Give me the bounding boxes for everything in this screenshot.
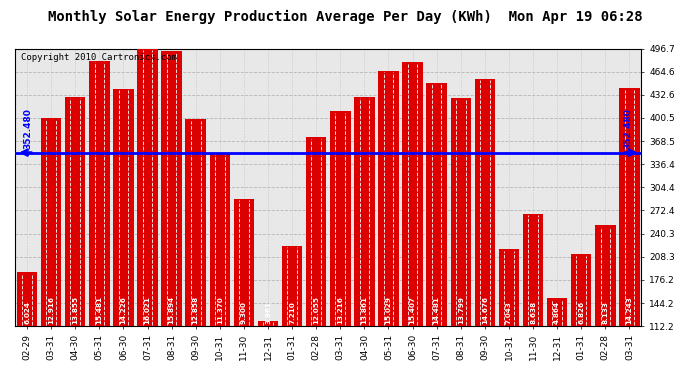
Bar <box>65 97 86 326</box>
Text: 11.370: 11.370 <box>217 296 223 324</box>
Text: 9.300: 9.300 <box>241 301 247 324</box>
Text: 13.861: 13.861 <box>362 296 367 324</box>
Bar <box>619 88 640 326</box>
Bar <box>523 214 543 326</box>
Text: 13.799: 13.799 <box>457 296 464 324</box>
Text: 14.226: 14.226 <box>121 296 126 324</box>
Bar <box>282 246 302 326</box>
Text: 352.480: 352.480 <box>624 108 633 149</box>
Text: 15.481: 15.481 <box>97 296 102 324</box>
Bar <box>475 79 495 326</box>
Text: 352.480: 352.480 <box>23 108 32 149</box>
Bar <box>354 97 375 326</box>
Text: 15.407: 15.407 <box>410 296 415 324</box>
Text: 8.638: 8.638 <box>530 301 536 324</box>
Bar <box>595 225 615 326</box>
Bar <box>210 153 230 326</box>
Bar <box>17 272 37 326</box>
Text: 3.861: 3.861 <box>265 301 271 324</box>
Text: Copyright 2010 Cartronics.com: Copyright 2010 Cartronics.com <box>21 53 177 62</box>
Bar <box>258 321 278 326</box>
Text: 14.676: 14.676 <box>482 296 488 324</box>
Text: 4.864: 4.864 <box>554 301 560 324</box>
Text: 12.916: 12.916 <box>48 296 54 324</box>
Bar <box>137 48 158 326</box>
Bar <box>451 98 471 326</box>
Bar <box>41 118 61 326</box>
Bar <box>186 119 206 326</box>
Bar <box>402 62 423 326</box>
Bar <box>89 61 110 326</box>
Text: Monthly Solar Energy Production Average Per Day (KWh)  Mon Apr 19 06:28: Monthly Solar Energy Production Average … <box>48 9 642 24</box>
Text: 12.858: 12.858 <box>193 296 199 324</box>
Bar <box>378 71 399 326</box>
Bar <box>499 249 519 326</box>
Bar <box>330 111 351 326</box>
Text: 13.216: 13.216 <box>337 296 344 324</box>
Bar <box>113 89 134 326</box>
Text: 7.210: 7.210 <box>289 301 295 324</box>
Text: 6.024: 6.024 <box>24 301 30 324</box>
Text: 16.021: 16.021 <box>144 296 150 324</box>
Bar <box>426 83 447 326</box>
Text: 7.043: 7.043 <box>506 301 512 324</box>
Text: 15.029: 15.029 <box>386 296 391 324</box>
Text: 12.055: 12.055 <box>313 296 319 324</box>
Text: 15.894: 15.894 <box>168 296 175 324</box>
Text: 14.481: 14.481 <box>434 296 440 324</box>
Text: 13.855: 13.855 <box>72 296 78 324</box>
Bar <box>234 199 254 326</box>
Text: 8.133: 8.133 <box>602 301 609 324</box>
Bar <box>571 254 591 326</box>
Text: 6.826: 6.826 <box>578 301 584 324</box>
Bar <box>306 137 326 326</box>
Bar <box>161 51 182 326</box>
Text: 14.243: 14.243 <box>627 296 633 324</box>
Bar <box>547 298 567 326</box>
